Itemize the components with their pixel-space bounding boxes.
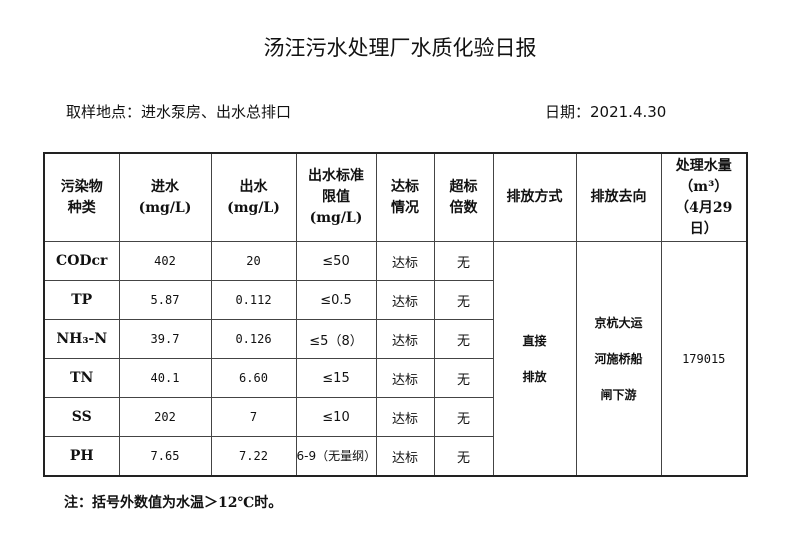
inflow: 202 [118, 397, 212, 437]
status: 达标 [375, 280, 435, 320]
outflow: 6.60 [210, 358, 297, 398]
status: 达标 [375, 319, 435, 359]
treated-volume: 179015 [660, 241, 748, 477]
col-header: 排放方式 [492, 152, 577, 242]
col-header: 出水(mg/L) [210, 152, 297, 242]
exceed: 无 [433, 358, 494, 398]
status: 达标 [375, 436, 435, 477]
inflow: 39.7 [118, 319, 212, 359]
limit: ≤10 [295, 397, 377, 437]
discharge-destination: 京杭大运河施桥船闸下游 [575, 241, 662, 477]
col-header: 超标倍数 [433, 152, 494, 242]
discharge-method: 直接排放 [492, 241, 577, 477]
inflow: 5.87 [118, 280, 212, 320]
header-row: 污染物种类 进水(mg/L) 出水(mg/L) 出水标准限值(mg/L) 达标情… [43, 152, 748, 242]
exceed: 无 [433, 397, 494, 437]
status: 达标 [375, 397, 435, 437]
col-header: 排放去向 [575, 152, 662, 242]
exceed: 无 [433, 436, 494, 477]
inflow: 40.1 [118, 358, 212, 398]
table-row: PH 7.65 7.22 6-9（无量纲） 达标 无 [43, 436, 747, 477]
item: NH₃-N [43, 319, 120, 359]
table-row: TP 5.87 0.112 ≤0.5 达标 无 [43, 280, 747, 320]
outflow: 0.126 [210, 319, 297, 359]
table-row: NH₃-N 39.7 0.126 ≤5（8） 达标 无 [43, 319, 747, 359]
col-header: 达标情况 [375, 152, 435, 242]
col-header: 处理水量（m³）（4月29日） [660, 152, 748, 242]
limit: ≤15 [295, 358, 377, 398]
item: TN [43, 358, 120, 398]
status: 达标 [375, 241, 435, 281]
item: SS [43, 397, 120, 437]
col-header: 污染物种类 [43, 152, 120, 242]
item: PH [43, 436, 120, 477]
col-header: 进水(mg/L) [118, 152, 212, 242]
report-title: 汤汪污水处理厂水质化验日报 [263, 36, 537, 60]
sampling-location: 取样地点：进水泵房、出水总排口 [66, 103, 292, 121]
status: 达标 [375, 358, 435, 398]
water-quality-table: 污染物种类 进水(mg/L) 出水(mg/L) 出水标准限值(mg/L) 达标情… [43, 152, 748, 477]
inflow: 402 [118, 241, 212, 281]
item: TP [43, 280, 120, 320]
limit: ≤5（8） [295, 319, 377, 359]
outflow: 7.22 [210, 436, 297, 477]
report-date: 日期：2021.4.30 [545, 103, 667, 121]
outflow: 20 [210, 241, 297, 281]
inflow: 7.65 [118, 436, 212, 477]
footnote: 注：括号外数值为水温＞12℃时。 [64, 495, 283, 511]
table-row: SS 202 7 ≤10 达标 无 [43, 397, 747, 437]
limit: ≤50 [295, 241, 377, 281]
exceed: 无 [433, 280, 494, 320]
limit: ≤0.5 [295, 280, 377, 320]
outflow: 7 [210, 397, 297, 437]
outflow: 0.112 [210, 280, 297, 320]
exceed: 无 [433, 319, 494, 359]
item: CODcr [43, 241, 120, 281]
exceed: 无 [433, 241, 494, 281]
col-header: 出水标准限值(mg/L) [295, 152, 377, 242]
table-row: TN 40.1 6.60 ≤15 达标 无 [43, 358, 747, 398]
table-row: CODcr 402 20 ≤50 达标 无 直接排放 京杭大运河施桥船闸下游 1… [43, 241, 748, 477]
limit: 6-9（无量纲） [295, 436, 377, 477]
